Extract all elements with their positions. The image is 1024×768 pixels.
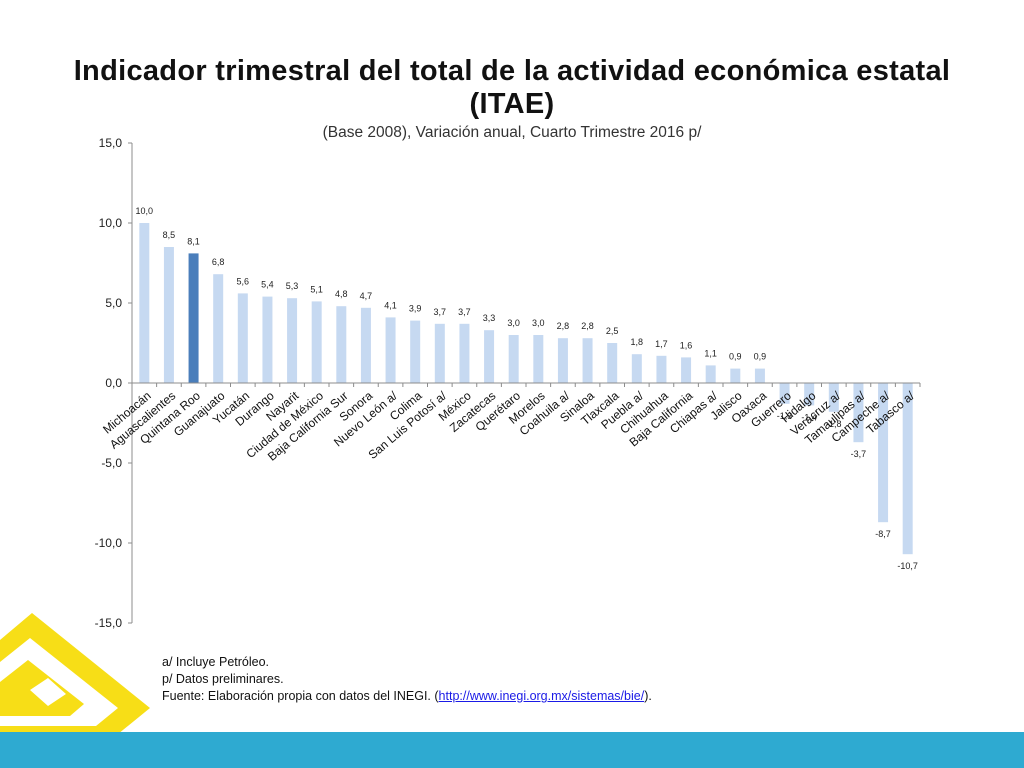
data-label: 0,9	[754, 352, 767, 362]
bar-7	[311, 301, 322, 383]
data-label: 5,3	[286, 281, 299, 291]
data-label: -1,3	[777, 411, 793, 421]
data-label: 5,6	[237, 276, 250, 286]
footnote-preliminares: p/ Datos preliminares.	[162, 672, 284, 686]
data-label: 3,7	[458, 307, 471, 317]
bar-10	[385, 317, 396, 383]
bar-11	[410, 320, 421, 383]
bar-16	[533, 335, 544, 383]
bar-18	[582, 338, 593, 383]
bar-21	[656, 355, 667, 383]
bar-31	[902, 383, 913, 555]
footnote-petroleo: a/ Incluye Petróleo.	[162, 655, 270, 669]
bar-3	[213, 274, 224, 383]
bar-24	[730, 368, 741, 383]
y-tick-label: -15,0	[95, 616, 123, 630]
bar-28	[828, 383, 839, 412]
data-label: 1,1	[704, 348, 717, 358]
data-label: 1,8	[631, 337, 644, 347]
chart-title-line2: (ITAE)	[469, 88, 555, 120]
bar-4	[237, 293, 248, 383]
data-label: 3,3	[483, 313, 496, 323]
data-label: 8,5	[163, 230, 176, 240]
bar-20	[631, 354, 642, 383]
data-label: 1,7	[655, 339, 668, 349]
data-label: 3,0	[532, 318, 545, 328]
data-label: 8,1	[187, 236, 200, 246]
data-label: -10,7	[897, 561, 918, 571]
data-label: -3,7	[851, 449, 867, 459]
data-label: 3,0	[507, 318, 520, 328]
bar-22	[681, 357, 692, 383]
inegi-link[interactable]: http://www.inegi.org.mx/sistemas/bie/	[438, 689, 645, 703]
chart-title-line1: Indicador trimestral del total de la act…	[73, 55, 951, 87]
bar-17	[557, 338, 568, 383]
chart-subtitle: (Base 2008), Variación anual, Cuarto Tri…	[322, 124, 702, 141]
bar-12	[434, 323, 445, 383]
chart-title: Indicador trimestral del total de la act…	[0, 55, 1024, 121]
fuente-suffix: ).	[644, 689, 652, 703]
data-label: 5,4	[261, 280, 274, 290]
bar-5	[262, 296, 273, 383]
bar-6	[287, 298, 298, 383]
bar-9	[360, 307, 371, 383]
bar-27	[804, 383, 815, 406]
y-tick-label: 5,0	[105, 296, 122, 310]
data-label: 1,6	[680, 340, 693, 350]
bar-1	[163, 247, 174, 383]
footer-band	[0, 732, 1024, 768]
fuente-prefix: Fuente: Elaboración propia con datos del…	[162, 689, 439, 703]
y-tick-label: -5,0	[101, 456, 122, 470]
bar-13	[459, 323, 470, 383]
y-tick-label: 15,0	[99, 136, 123, 150]
data-label: 2,8	[557, 321, 570, 331]
bar-0	[139, 223, 150, 383]
bar-23	[705, 365, 716, 383]
bar-14	[484, 330, 495, 383]
brand-logo-shape	[0, 613, 150, 734]
bar-15	[508, 335, 519, 383]
y-tick-label: 10,0	[99, 216, 123, 230]
footnotes: a/ Incluye Petróleo. p/ Datos preliminar…	[162, 654, 652, 705]
data-label: -1,4	[801, 412, 817, 422]
data-label: 2,5	[606, 326, 619, 336]
data-label: 3,7	[434, 307, 447, 317]
data-label: 4,7	[360, 291, 373, 301]
data-label: 4,8	[335, 289, 348, 299]
y-tick-label: -10,0	[95, 536, 123, 550]
data-label: 2,8	[581, 321, 594, 331]
bar-30	[878, 383, 889, 523]
data-label: 10,0	[136, 206, 154, 216]
bar-25	[754, 368, 765, 383]
bar-29	[853, 383, 864, 443]
data-label: 3,9	[409, 304, 422, 314]
bar-26	[779, 383, 790, 404]
bar-19	[607, 343, 618, 383]
data-label: 6,8	[212, 257, 225, 267]
data-label: 5,1	[310, 284, 323, 294]
data-label: -8,7	[875, 529, 891, 539]
footnote-fuente: Fuente: Elaboración propia con datos del…	[162, 688, 652, 705]
data-label: -1,8	[826, 419, 842, 429]
bar-8	[336, 306, 347, 383]
y-tick-label: 0,0	[105, 376, 122, 390]
data-label: 4,1	[384, 300, 397, 310]
bar-2	[188, 253, 199, 383]
data-label: 0,9	[729, 352, 742, 362]
